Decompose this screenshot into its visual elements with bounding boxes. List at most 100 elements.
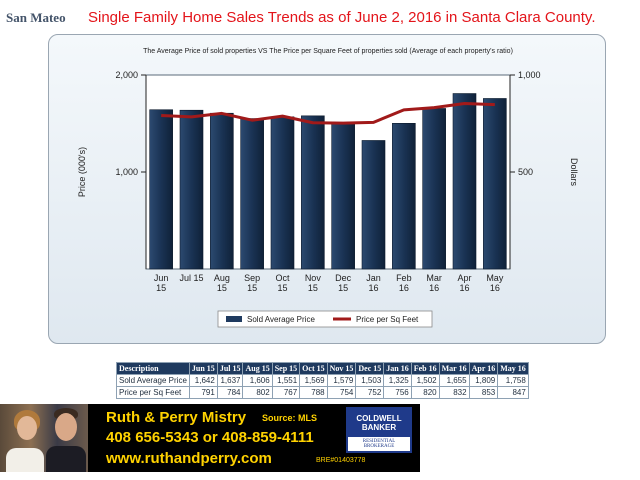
bar-sold-average-price (483, 98, 507, 270)
table-cell: 1,502 (410, 374, 440, 387)
x-tick-label: 15 (308, 283, 318, 293)
x-tick-label: Feb (396, 273, 412, 283)
bar-sold-average-price (331, 122, 355, 270)
x-tick-label: Jan (366, 273, 381, 283)
legend-label-bars: Sold Average Price (247, 315, 315, 324)
bar-sold-average-price (149, 109, 173, 270)
x-tick-label: Nov (305, 273, 322, 283)
bar-sold-average-price (392, 123, 416, 270)
page-headline: Single Family Home Sales Trends as of Ju… (88, 9, 596, 26)
x-tick-label: 15 (338, 283, 348, 293)
table-row: Sold Average Price 1,642 1,637 1,606 1,551 1,… (116, 374, 529, 387)
table-cell: 853 (468, 386, 499, 399)
bar-sold-average-price (270, 116, 295, 270)
table-cell: 1,325 (383, 374, 412, 387)
y-tick-label-left: 1,000 (115, 167, 138, 177)
bar-sold-average-price (210, 112, 234, 270)
x-tick-label: May (486, 273, 504, 283)
data-table: Description Jun 15 Jul 15 Aug 15 Sep 15 Oct 1… (116, 362, 529, 399)
table-cell: 1,655 (438, 374, 470, 387)
table-cell: 820 (410, 386, 440, 399)
x-tick-label: 16 (368, 283, 378, 293)
bar-sold-average-price (240, 118, 264, 270)
table-row-label: Sold Average Price (116, 374, 190, 387)
logo-text-line3: RESIDENTIAL BROKERAGE (362, 439, 396, 449)
table-header-month: Aug 15 (242, 362, 273, 375)
table-cell: 1,606 (242, 374, 273, 387)
logo-text-line1: COLDWELL (356, 414, 402, 423)
table-cell: 832 (438, 386, 470, 399)
table-header-month: Feb 16 (410, 362, 440, 375)
x-tick-label: Apr (457, 273, 471, 283)
table-header-row: Description Jun 15 Jul 15 Aug 15 Sep 15 Oct 1… (116, 362, 529, 375)
table-cell: 756 (383, 386, 412, 399)
x-tick-label: 15 (247, 283, 257, 293)
table-header-month: Nov 15 (326, 362, 357, 375)
bar-sold-average-price (422, 108, 446, 270)
table-cell: 1,503 (355, 374, 385, 387)
table-cell: 1,579 (326, 374, 357, 387)
chart-panel: The Average Price of sold properties VS … (48, 34, 606, 344)
table-cell: 802 (242, 386, 273, 399)
table-header-month: Mar 16 (438, 362, 470, 375)
table-header-description: Description (116, 362, 190, 375)
x-tick-label: 15 (217, 283, 227, 293)
table-header-month: Apr 16 (468, 362, 499, 375)
table-cell: 847 (497, 386, 529, 399)
x-tick-label: 15 (156, 283, 166, 293)
table-header-month: Jan 16 (383, 362, 412, 375)
table-cell: 1,637 (216, 374, 244, 387)
table-header-month: Jun 15 (188, 362, 218, 375)
x-tick-label: Jun (154, 273, 169, 283)
y-axis-label-right: Dollars (569, 158, 579, 187)
x-tick-label: Sep (244, 273, 260, 283)
y-axis-label-left: Price (000's) (77, 147, 87, 197)
agent-names: Ruth & Perry Mistry (106, 409, 247, 426)
x-tick-label: Dec (335, 273, 352, 283)
brokerage-logo: COLDWELL BANKER RESIDENTIAL BROKERAGE (346, 407, 412, 453)
table-header-month: Jul 15 (216, 362, 244, 375)
table-cell: 791 (188, 386, 218, 399)
chart-legend: Sold Average Price Price per Sq Feet (217, 310, 433, 328)
x-tick-label: Jul 15 (179, 273, 203, 283)
x-tick-label: 15 (277, 283, 287, 293)
table-cell: 1,551 (271, 374, 301, 387)
source-label: Source: MLS (262, 413, 318, 423)
table-header-month: May 16 (497, 362, 529, 375)
table-header-month: Dec 15 (355, 362, 385, 375)
agent-banner: Ruth & Perry Mistry Source: MLS 408 656-… (0, 404, 420, 472)
table-cell: 1,569 (299, 374, 328, 387)
legend-swatch-bars (226, 316, 242, 322)
phone-numbers: 408 656-5343 or 408-859-4111 (106, 429, 314, 446)
table-cell: 1,758 (497, 374, 529, 387)
bar-sold-average-price (301, 115, 325, 270)
x-tick-label: Oct (275, 273, 290, 283)
chart-title: The Average Price of sold properties VS … (143, 48, 513, 55)
y-tick-label-right: 1,000 (518, 70, 541, 80)
x-tick-label: 16 (459, 283, 469, 293)
table-header-month: Oct 15 (299, 362, 328, 375)
plot-area (145, 74, 511, 270)
agent-photo (0, 404, 88, 472)
table-cell: 788 (299, 386, 328, 399)
region-label: San Mateo (6, 10, 66, 25)
legend-label-line: Price per Sq Feet (356, 315, 419, 324)
bar-sold-average-price (179, 109, 204, 270)
website-link[interactable]: www.ruthandperry.com (106, 450, 272, 467)
bar-sold-average-price (361, 140, 386, 270)
x-tick-label: 16 (429, 283, 439, 293)
x-tick-label: 16 (490, 283, 500, 293)
table-cell: 754 (326, 386, 357, 399)
y-tick-label-right: 500 (518, 167, 533, 177)
chart-canvas: The Average Price of sold properties VS … (77, 48, 579, 328)
x-tick-label: Mar (426, 273, 442, 283)
table-cell: 767 (271, 386, 301, 399)
x-tick-label: Aug (214, 273, 230, 283)
y-tick-label-left: 2,000 (115, 70, 138, 80)
line-price-per-sq-feet (161, 102, 495, 125)
table-cell: 752 (355, 386, 385, 399)
table-row: Price per Sq Feet 791 784 802 767 788 754 752 75… (116, 386, 529, 399)
table-cell: 784 (216, 386, 244, 399)
table-header-month: Sep 15 (271, 362, 301, 375)
logo-text-line2: BANKER (361, 423, 397, 432)
